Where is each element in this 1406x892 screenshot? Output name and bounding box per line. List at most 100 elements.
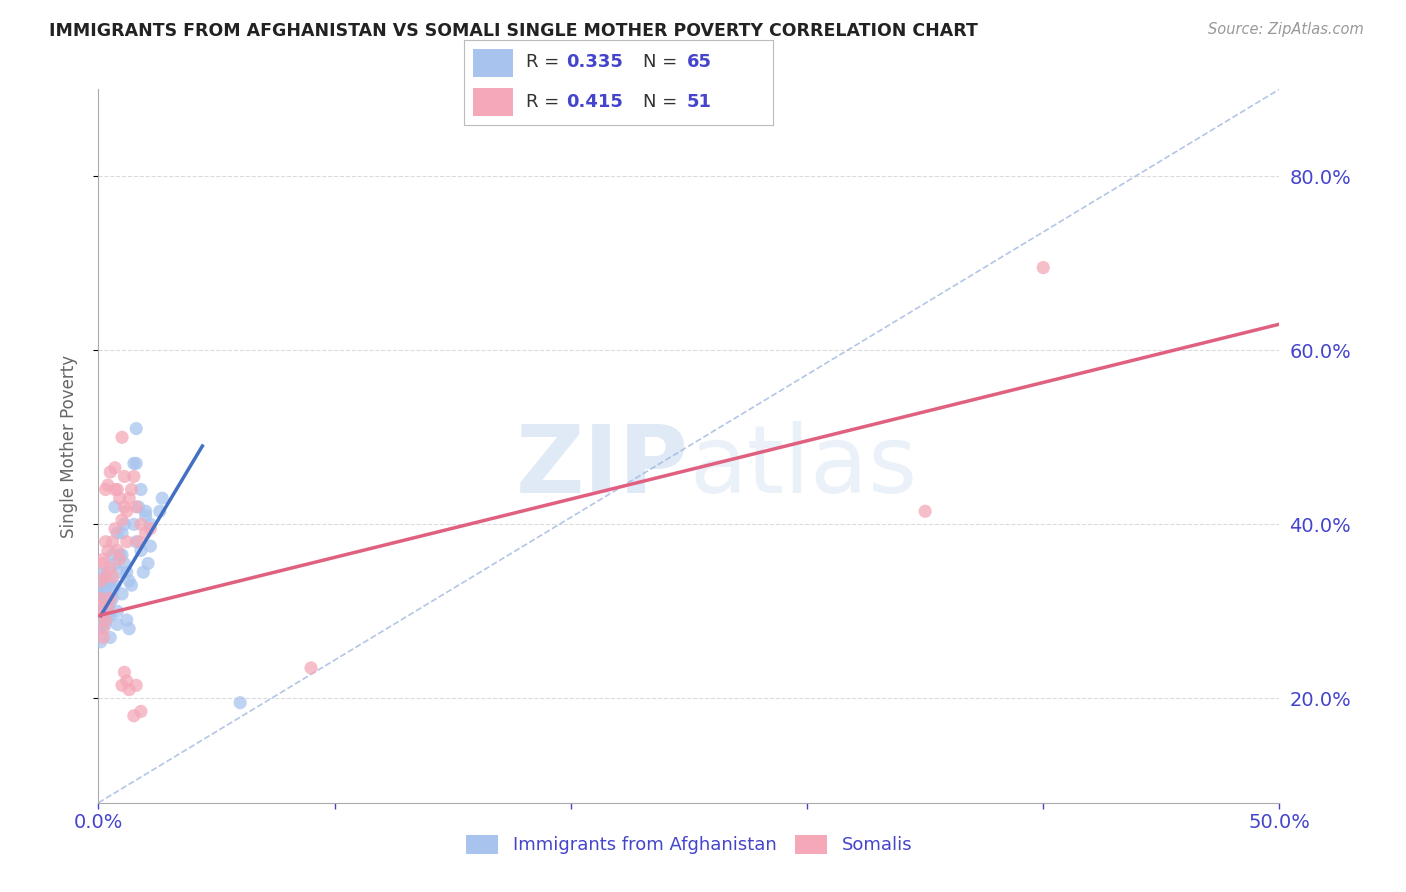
Point xyxy=(101,582,124,597)
Point xyxy=(122,457,145,471)
Point xyxy=(91,617,114,632)
Point xyxy=(94,582,117,597)
Point xyxy=(104,557,127,571)
Point xyxy=(104,483,127,497)
Point xyxy=(914,504,936,518)
Point xyxy=(1032,260,1054,275)
Point xyxy=(90,608,112,623)
Point xyxy=(91,622,114,636)
Point xyxy=(90,574,112,588)
Point xyxy=(136,557,159,571)
Point xyxy=(129,543,152,558)
Point xyxy=(129,705,152,719)
Point xyxy=(98,591,121,606)
Point xyxy=(90,608,112,623)
Text: 65: 65 xyxy=(686,54,711,71)
Text: IMMIGRANTS FROM AFGHANISTAN VS SOMALI SINGLE MOTHER POVERTY CORRELATION CHART: IMMIGRANTS FROM AFGHANISTAN VS SOMALI SI… xyxy=(49,22,979,40)
Point xyxy=(108,548,131,562)
Point xyxy=(94,591,117,606)
Point xyxy=(149,504,172,518)
Legend: Immigrants from Afghanistan, Somalis: Immigrants from Afghanistan, Somalis xyxy=(458,828,920,862)
Point xyxy=(122,708,145,723)
Point xyxy=(115,613,138,627)
Point xyxy=(98,608,121,623)
Point xyxy=(97,608,120,623)
Point xyxy=(108,565,131,579)
Point xyxy=(91,557,114,571)
Point xyxy=(90,599,112,614)
Point xyxy=(125,534,148,549)
Text: R =: R = xyxy=(526,54,565,71)
Point xyxy=(115,673,138,688)
Point xyxy=(112,665,135,680)
Point xyxy=(97,591,120,606)
Point xyxy=(98,574,121,588)
Point xyxy=(105,543,128,558)
Point xyxy=(97,478,120,492)
Point xyxy=(111,587,134,601)
Text: 51: 51 xyxy=(686,93,711,111)
Point xyxy=(104,500,127,514)
Point xyxy=(299,661,322,675)
Point xyxy=(98,465,121,479)
Point xyxy=(115,534,138,549)
Point xyxy=(104,522,127,536)
Point xyxy=(125,457,148,471)
Point xyxy=(125,500,148,514)
Point xyxy=(90,622,112,636)
Point xyxy=(91,608,114,623)
Point xyxy=(97,599,120,614)
Point xyxy=(118,622,141,636)
Point xyxy=(128,534,150,549)
Text: R =: R = xyxy=(526,93,565,111)
Text: ZIP: ZIP xyxy=(516,421,689,514)
Point xyxy=(97,565,120,579)
Point xyxy=(122,469,145,483)
Point xyxy=(111,526,134,541)
Point xyxy=(105,483,128,497)
Point xyxy=(129,517,152,532)
Point xyxy=(108,491,131,506)
Text: atlas: atlas xyxy=(689,421,917,514)
Point xyxy=(115,565,138,579)
Y-axis label: Single Mother Poverty: Single Mother Poverty xyxy=(59,354,77,538)
Point xyxy=(91,631,114,645)
Text: Source: ZipAtlas.com: Source: ZipAtlas.com xyxy=(1208,22,1364,37)
Point xyxy=(101,548,124,562)
Point xyxy=(97,543,120,558)
Point xyxy=(135,508,157,523)
Point xyxy=(91,599,114,614)
Point xyxy=(91,591,114,606)
Text: 0.335: 0.335 xyxy=(567,54,623,71)
Point xyxy=(111,513,134,527)
Point xyxy=(112,469,135,483)
Point xyxy=(90,635,112,649)
Point xyxy=(97,599,120,614)
Text: 0.415: 0.415 xyxy=(567,93,623,111)
Bar xyxy=(474,88,513,116)
Point xyxy=(98,631,121,645)
Point xyxy=(105,604,128,618)
Point xyxy=(98,561,121,575)
Point xyxy=(132,565,155,579)
Point xyxy=(112,500,135,514)
Point xyxy=(122,517,145,532)
Point xyxy=(139,522,162,536)
Point xyxy=(150,491,173,506)
Point xyxy=(229,696,252,710)
Point xyxy=(128,500,150,514)
Point xyxy=(94,483,117,497)
Point xyxy=(91,582,114,597)
Point xyxy=(121,483,143,497)
Point xyxy=(104,460,127,475)
Point xyxy=(112,557,135,571)
Point xyxy=(98,596,121,610)
Point xyxy=(118,491,141,506)
Text: N =: N = xyxy=(644,54,683,71)
Point xyxy=(101,534,124,549)
Point xyxy=(91,574,114,588)
Point xyxy=(112,517,135,532)
Point xyxy=(139,539,162,553)
Point xyxy=(94,534,117,549)
Point xyxy=(94,569,117,583)
